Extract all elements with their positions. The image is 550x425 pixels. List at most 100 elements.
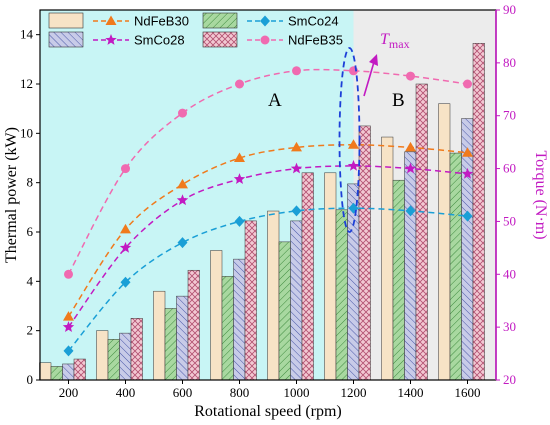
bar-smco24-1200 — [335, 209, 348, 381]
y-axis-label: Thermal power (kW) — [3, 127, 20, 263]
bar-smco28-1000 — [290, 220, 303, 381]
point-smco28-600 — [176, 194, 189, 206]
legend-marker-smco28 — [105, 34, 117, 45]
annotations: A B Tmax — [268, 31, 410, 233]
point-smco24-400 — [120, 276, 131, 288]
tmax-ellipse — [338, 47, 361, 233]
x-tick-label: 1200 — [341, 385, 367, 400]
legend-bar-ndfeb30 — [48, 12, 84, 29]
bar-ndfeb35-600 — [187, 269, 200, 381]
point-smco28-400 — [119, 241, 132, 253]
legend-marker-ndfeb35 — [260, 35, 270, 45]
point-ndfeb35-600 — [178, 108, 187, 118]
y-tick-label: 14 — [20, 27, 34, 42]
point-ndfeb35-800 — [235, 79, 244, 89]
legend-bar-ndfeb35 — [202, 31, 238, 48]
legend-bar-smco24 — [202, 12, 238, 29]
legend-label-smco24: SmCo24 — [288, 14, 339, 29]
bar-ndfeb35-1200 — [358, 125, 371, 381]
x-tick-label: 600 — [173, 385, 193, 400]
bar-ndfeb30-400 — [96, 330, 109, 381]
axes: 200 400 600 800 1000 1200 1400 1600 0 2 4 6 8 10 12 14 2… — [20, 2, 516, 400]
bar-smco24-200 — [50, 366, 63, 381]
legend-label-smco28: SmCo28 — [134, 33, 185, 48]
bar-ndfeb35-1000 — [301, 172, 314, 381]
point-ndfeb35-1000 — [292, 66, 301, 76]
y-tick-label: 4 — [27, 273, 34, 288]
bar-smco28-1400 — [404, 151, 417, 381]
legend-label-ndfeb35: NdFeB35 — [288, 33, 343, 48]
y-tick-label: 10 — [20, 125, 33, 140]
x-tick-label: 200 — [59, 385, 79, 400]
legend-bar-smco28 — [48, 31, 84, 48]
tmax-main: T — [380, 31, 390, 48]
bar-smco24-1600 — [449, 152, 462, 381]
point-ndfeb30-1200 — [348, 139, 359, 149]
bar-smco28-1600 — [461, 118, 474, 381]
y2-tick-label: 60 — [503, 161, 516, 176]
bar-ndfeb30-1600 — [438, 103, 451, 381]
bar-smco24-400 — [107, 339, 120, 381]
x-tick-label: 800 — [230, 385, 250, 400]
point-smco24-600 — [177, 237, 188, 249]
y2-tick-label: 70 — [503, 108, 516, 123]
y2-tick-label: 30 — [503, 319, 516, 334]
point-smco28-1000 — [290, 162, 303, 174]
y-tick-label: 6 — [27, 224, 34, 239]
point-smco28-200 — [62, 321, 75, 332]
bar-ndfeb30-1200 — [324, 172, 337, 381]
point-smco24-1600 — [462, 210, 473, 222]
point-smco24-800 — [234, 215, 245, 227]
bar-ndfeb30-1000 — [267, 210, 280, 381]
point-smco28-1200 — [347, 159, 360, 171]
y-tick-label: 2 — [27, 323, 34, 338]
point-smco24-200 — [63, 345, 74, 357]
bar-smco24-1000 — [278, 241, 291, 381]
x-axis-label: Rotational speed (rpm) — [194, 403, 342, 420]
point-ndfeb30-1400 — [405, 141, 416, 152]
y-tick-label: 12 — [20, 76, 33, 91]
bar-ndfeb30-200 — [39, 362, 52, 381]
bar-smco28-400 — [119, 332, 132, 381]
bar-ndfeb35-400 — [130, 318, 143, 381]
point-ndfeb30-800 — [234, 152, 245, 162]
region-b-label: B — [392, 90, 405, 111]
y2-tick-label: 20 — [503, 372, 516, 387]
legend: NdFeB30 SmCo24 SmCo28 NdFeB35 — [48, 12, 343, 48]
point-ndfeb30-1000 — [291, 141, 302, 152]
point-smco28-1400 — [404, 162, 417, 174]
legend-label-ndfeb30: NdFeB30 — [134, 14, 189, 29]
legend-marker-smco24 — [260, 15, 270, 27]
bar-ndfeb30-600 — [153, 290, 166, 381]
bars — [39, 43, 485, 381]
bar-smco28-800 — [233, 258, 246, 381]
y2-tick-label: 40 — [503, 266, 516, 281]
bar-ndfeb35-1600 — [472, 43, 485, 381]
y2-tick-label: 90 — [503, 2, 516, 17]
region-a-label: A — [268, 90, 282, 111]
bar-smco28-200 — [62, 363, 75, 381]
point-ndfeb35-200 — [64, 269, 73, 279]
bar-ndfeb35-800 — [244, 220, 257, 381]
bar-ndfeb30-1400 — [381, 136, 394, 381]
x-tick-label: 1000 — [284, 385, 310, 400]
line-smco24 — [67, 207, 468, 352]
point-smco28-1600 — [461, 167, 474, 179]
tmax-label: Tmax — [380, 31, 410, 51]
tmax-arrow — [363, 61, 375, 97]
point-smco24-1400 — [405, 205, 416, 217]
legend-marker-ndfeb30 — [105, 15, 117, 25]
y-tick-label: 8 — [27, 175, 34, 190]
x-tick-label: 400 — [116, 385, 136, 400]
bar-smco24-600 — [164, 308, 177, 381]
point-ndfeb30-400 — [120, 223, 131, 234]
bar-ndfeb35-200 — [73, 358, 86, 381]
bar-smco24-800 — [221, 276, 234, 381]
point-ndfeb35-400 — [121, 164, 130, 174]
y2-axis-label: Torque (N·m) — [532, 150, 549, 239]
bar-ndfeb35-1400 — [415, 83, 428, 381]
bar-ndfeb30-800 — [210, 250, 223, 381]
point-ndfeb30-1600 — [462, 147, 473, 157]
point-ndfeb35-1400 — [406, 71, 415, 81]
